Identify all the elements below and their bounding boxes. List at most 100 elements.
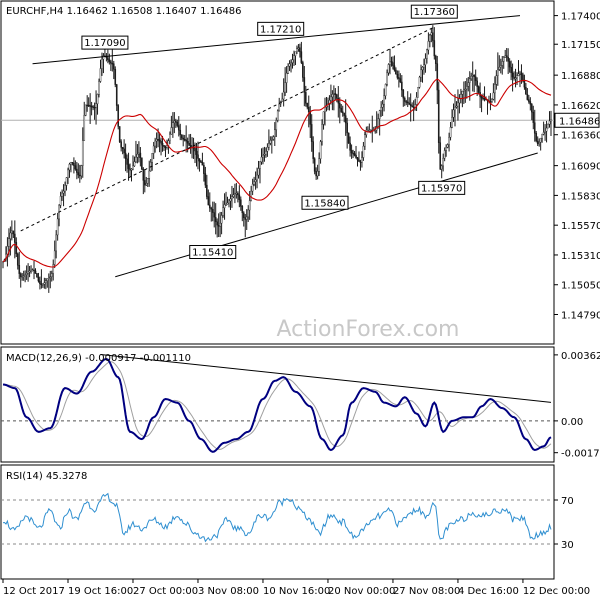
candle-body (126, 158, 128, 165)
candle-body (530, 104, 533, 113)
candle-body (495, 75, 498, 85)
candle-body (220, 215, 223, 224)
current-price-label: 1.16486 (559, 116, 600, 127)
candle-body (452, 109, 455, 118)
candle-body (25, 273, 28, 275)
moving-average (2, 78, 552, 268)
macd-line (2, 357, 552, 453)
candle-body (513, 76, 515, 79)
price-level-labels: 1.17090 1.17210 1.17360 1.15840 1.15970 1.154… (81, 4, 466, 260)
price-candles (2, 25, 552, 293)
candle-body (470, 75, 473, 80)
candle-body (169, 133, 171, 141)
candle-body (250, 190, 252, 201)
candle-body (340, 107, 343, 112)
time-axis: 12 Oct 2017 19 Oct 16:00 27 Oct 00:00 3 Nov… (2, 579, 590, 597)
candle-body (463, 89, 465, 92)
candle-body (514, 77, 517, 79)
trendline (20, 26, 435, 232)
candle-body (367, 129, 369, 132)
candle-body (406, 101, 409, 104)
candle-body (291, 59, 294, 63)
candle-body (437, 89, 440, 143)
candle-body (349, 142, 351, 151)
candle-body (207, 196, 210, 206)
candle-body (299, 47, 301, 52)
candle-body (271, 139, 273, 141)
candle-body (545, 127, 548, 132)
candle-body (157, 139, 159, 141)
candle-body (96, 94, 99, 104)
candle-body (36, 273, 38, 278)
time-tick-label: 4 Dec 16:00 (458, 586, 519, 597)
candle-body (148, 170, 151, 179)
candle-body (312, 141, 314, 159)
candle-body (276, 110, 279, 121)
candle-body (343, 112, 346, 116)
candle-body (84, 104, 87, 116)
candle-body (536, 140, 539, 145)
candle-body (303, 77, 306, 93)
candle-body (166, 145, 168, 148)
candle-body (186, 141, 189, 144)
candle-body (296, 48, 298, 52)
price-tick-label: 1.17150 (561, 40, 600, 51)
candle-body (228, 200, 230, 204)
candle-body (114, 69, 117, 85)
candle-body (217, 224, 220, 227)
candle-body (330, 96, 332, 101)
candle-body (265, 151, 267, 155)
candle-body (146, 178, 149, 184)
candle-body (430, 32, 433, 36)
candle-body (498, 66, 501, 70)
candle-body (380, 107, 382, 111)
candle-body (45, 280, 47, 283)
price-tick-label: 1.14790 (561, 311, 600, 322)
candle-body (22, 275, 25, 277)
candle-body (436, 63, 439, 91)
candle-body (461, 90, 464, 95)
rsi-line-path (2, 492, 552, 543)
candle-body (418, 76, 421, 88)
candle-body (42, 283, 44, 286)
candle-body (74, 165, 77, 170)
candle-body (179, 129, 182, 135)
candle-body (539, 137, 542, 143)
price-tick-label: 1.16880 (561, 71, 600, 82)
candle-body (364, 134, 366, 147)
candle-body (256, 174, 258, 181)
candle-body (214, 216, 217, 222)
candle-body (194, 148, 196, 152)
candle-body (98, 81, 100, 95)
candle-body (71, 161, 74, 164)
candle-body (235, 192, 238, 195)
candle-body (440, 165, 443, 170)
candle-body (158, 139, 161, 142)
candle-body (47, 277, 50, 279)
candle-body (381, 103, 384, 108)
candle-body (352, 152, 354, 155)
candle-body (389, 61, 391, 65)
candle-body (2, 261, 4, 264)
candle-body (322, 111, 325, 125)
candle-body (133, 161, 136, 167)
candle-body (275, 120, 278, 131)
candle-body (516, 75, 518, 78)
candle-body (19, 273, 22, 277)
candle-body (56, 218, 59, 236)
candle-body (480, 96, 483, 99)
candle-body (87, 104, 90, 107)
candle-body (39, 280, 41, 284)
candle-body (68, 164, 71, 171)
candle-body (420, 69, 422, 78)
candle-body (219, 222, 221, 227)
candle-body (226, 202, 229, 205)
candle-body (449, 127, 452, 138)
candle-body (439, 142, 442, 170)
price-level-box (301, 195, 349, 210)
candle-body (473, 74, 475, 77)
candle-body (476, 80, 478, 87)
candle-body (451, 117, 453, 128)
time-tick-label: 12 Oct 2017 (3, 586, 65, 597)
